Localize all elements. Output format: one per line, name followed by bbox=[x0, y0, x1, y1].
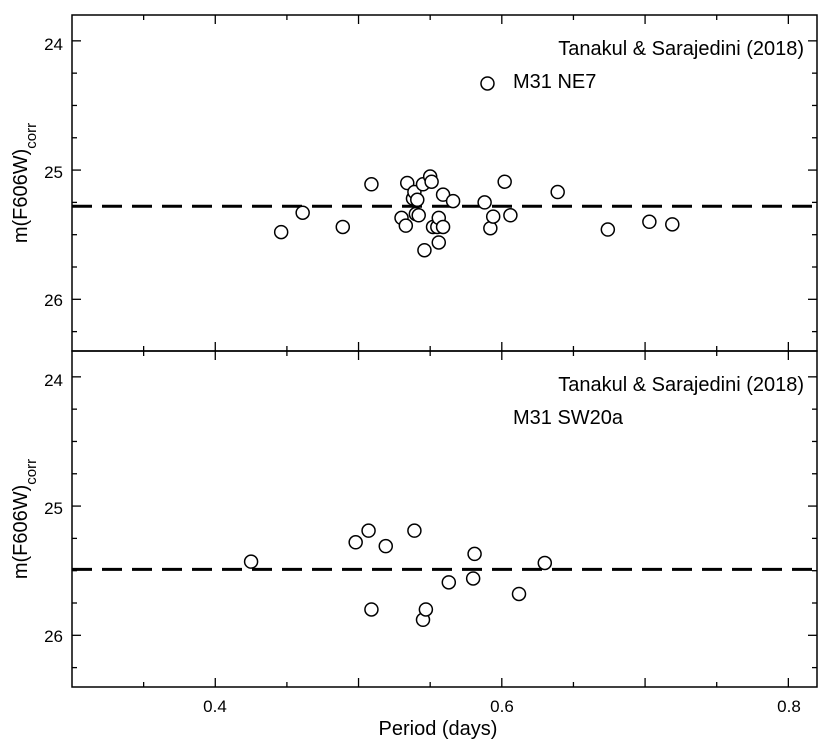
annotation-field: M31 SW20a bbox=[513, 407, 624, 429]
data-point bbox=[445, 193, 461, 209]
y-axis-label: m(F606W)corr bbox=[10, 459, 40, 579]
y-tick-label: 24 bbox=[44, 35, 63, 54]
data-point bbox=[467, 546, 482, 562]
x-tick-label: 0.8 bbox=[777, 697, 801, 716]
y-tick-label: 25 bbox=[44, 499, 63, 518]
y-tick-labels: 24 25 26 bbox=[44, 35, 63, 310]
data-point bbox=[243, 554, 259, 569]
x-tick-label: 0.4 bbox=[203, 697, 227, 716]
data-point bbox=[537, 555, 553, 571]
data-point bbox=[550, 184, 565, 200]
data-point bbox=[410, 192, 425, 208]
data-point bbox=[600, 222, 616, 237]
data-point bbox=[361, 523, 376, 538]
data-point bbox=[335, 219, 351, 235]
data-point bbox=[642, 214, 657, 230]
data-point bbox=[378, 538, 394, 554]
annotation-source: Tanakul & Sarajedini (2018) bbox=[558, 38, 804, 60]
data-point bbox=[348, 535, 363, 550]
data-point bbox=[435, 187, 451, 202]
data-point bbox=[477, 195, 492, 210]
x-tick-labels: 0.4 0.6 0.8 bbox=[203, 697, 801, 716]
x-tick-label: 0.6 bbox=[490, 697, 514, 716]
annotation-source: Tanakul & Sarajedini (2018) bbox=[558, 374, 804, 396]
data-point bbox=[411, 208, 426, 223]
data-point bbox=[483, 220, 498, 236]
data-point bbox=[441, 575, 457, 590]
panel-ne7: 24 25 26 m(F606W)corr Tanakul & Sarajedi… bbox=[10, 14, 818, 352]
y-tick-label: 26 bbox=[44, 291, 63, 310]
data-points bbox=[243, 523, 553, 628]
data-point bbox=[480, 76, 495, 91]
y-tick-label: 24 bbox=[44, 371, 63, 390]
data-point bbox=[503, 208, 518, 223]
data-point bbox=[485, 209, 501, 224]
data-point bbox=[465, 571, 481, 586]
data-point bbox=[665, 217, 680, 232]
data-point bbox=[424, 174, 439, 189]
plot-frame bbox=[71, 350, 818, 688]
data-point bbox=[364, 602, 379, 617]
data-point bbox=[435, 219, 451, 235]
data-point bbox=[407, 523, 422, 538]
y-tick-labels: 24 25 26 bbox=[44, 371, 63, 646]
annotation-field: M31 NE7 bbox=[513, 71, 596, 93]
data-point bbox=[511, 586, 527, 602]
y-tick-label: 25 bbox=[44, 163, 63, 182]
tick-marks bbox=[72, 351, 817, 687]
data-point bbox=[364, 177, 379, 192]
data-point bbox=[431, 235, 447, 250]
data-point bbox=[417, 242, 432, 258]
data-point bbox=[398, 218, 414, 233]
y-tick-label: 26 bbox=[44, 627, 63, 646]
panel-sw20a: 24 25 26 0.4 0.6 0.8 m(F606W)corr Period… bbox=[10, 350, 818, 740]
y-axis-label: m(F606W)corr bbox=[10, 123, 40, 243]
data-point bbox=[497, 174, 512, 189]
data-point bbox=[418, 602, 434, 617]
x-axis-label: Period (days) bbox=[379, 718, 498, 740]
plot-frame bbox=[71, 14, 818, 352]
data-points bbox=[273, 76, 680, 258]
tick-marks bbox=[72, 15, 817, 351]
data-point bbox=[295, 205, 310, 220]
data-point bbox=[273, 224, 289, 240]
